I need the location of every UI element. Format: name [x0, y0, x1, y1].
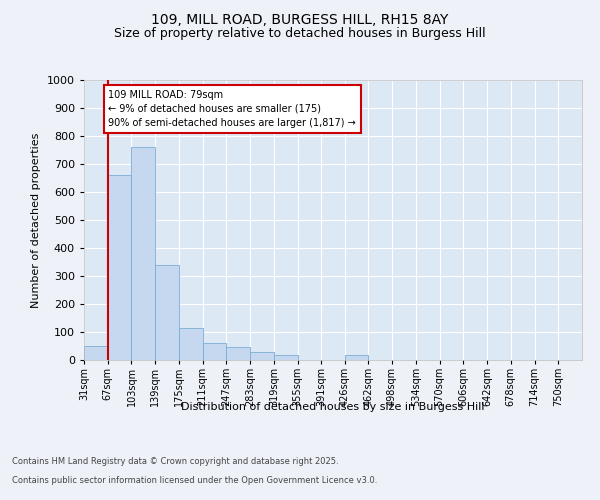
- Text: Contains HM Land Registry data © Crown copyright and database right 2025.: Contains HM Land Registry data © Crown c…: [12, 458, 338, 466]
- Bar: [344, 355, 368, 360]
- Text: Contains public sector information licensed under the Open Government Licence v3: Contains public sector information licen…: [12, 476, 377, 485]
- Bar: [84, 346, 108, 360]
- Bar: [179, 328, 203, 360]
- Text: 109 MILL ROAD: 79sqm
← 9% of detached houses are smaller (175)
90% of semi-detac: 109 MILL ROAD: 79sqm ← 9% of detached ho…: [109, 90, 356, 128]
- Bar: [274, 355, 298, 360]
- Bar: [226, 348, 250, 360]
- Bar: [203, 343, 226, 360]
- Bar: [108, 175, 131, 360]
- Y-axis label: Number of detached properties: Number of detached properties: [31, 132, 41, 308]
- Bar: [131, 147, 155, 360]
- Text: Size of property relative to detached houses in Burgess Hill: Size of property relative to detached ho…: [114, 28, 486, 40]
- Text: Distribution of detached houses by size in Burgess Hill: Distribution of detached houses by size …: [181, 402, 485, 412]
- Text: 109, MILL ROAD, BURGESS HILL, RH15 8AY: 109, MILL ROAD, BURGESS HILL, RH15 8AY: [151, 12, 449, 26]
- Bar: [155, 265, 179, 360]
- Bar: [250, 352, 274, 360]
